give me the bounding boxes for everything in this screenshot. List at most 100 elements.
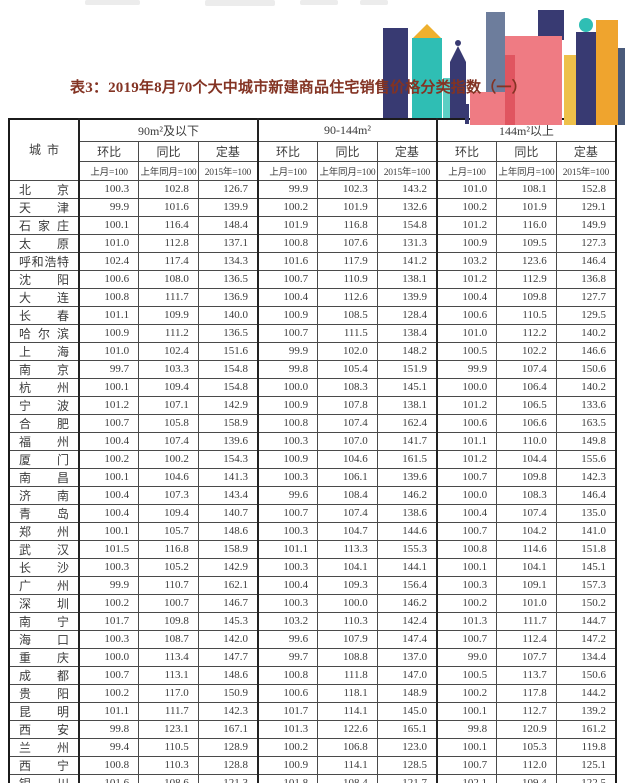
group-header-90to144: 90-144m² [257, 118, 438, 142]
index-value: 100.0 [78, 647, 140, 667]
index-value: 101.7 [78, 611, 140, 631]
index-value: 100.1 [78, 467, 140, 487]
table-row: 宁波 101.2 107.1 142.9 100.9 107.8 138.1 1… [8, 395, 617, 415]
index-value: 101.2 [436, 395, 498, 415]
index-value: 146.4 [555, 485, 617, 505]
index-value: 100.4 [257, 575, 319, 595]
index-value: 113.3 [317, 539, 378, 559]
table-row: 呼和浩特 102.4 117.4 134.3 101.6 117.9 141.2… [8, 251, 617, 271]
index-value: 136.5 [197, 323, 259, 343]
index-value: 104.7 [317, 521, 378, 541]
index-value: 100.2 [257, 197, 319, 217]
index-value: 126.7 [197, 179, 259, 199]
index-value: 136.9 [197, 287, 259, 307]
index-value: 101.9 [496, 197, 557, 217]
index-value: 107.4 [496, 359, 557, 379]
index-value: 158.9 [197, 539, 259, 559]
city-name: 武汉 [8, 539, 80, 559]
base-header-2015: 2015年=100 [555, 160, 617, 181]
index-value: 107.3 [138, 485, 199, 505]
index-value: 101.3 [257, 719, 319, 739]
index-value: 101.1 [257, 539, 319, 559]
city-name: 上海 [8, 341, 80, 361]
index-value: 104.1 [317, 557, 378, 577]
index-value: 110.7 [138, 575, 199, 595]
index-value: 148.9 [376, 683, 438, 703]
city-name: 哈尔滨 [8, 323, 80, 343]
index-value: 135.0 [555, 503, 617, 523]
index-value: 109.3 [317, 575, 378, 595]
index-value: 148.6 [197, 665, 259, 685]
tower-spire-icon [450, 46, 466, 62]
index-value: 154.8 [197, 359, 259, 379]
city-name: 杭州 [8, 377, 80, 397]
index-value: 101.1 [436, 431, 498, 451]
top-smudge [85, 0, 140, 5]
index-value: 144.7 [555, 611, 617, 631]
index-value: 100.1 [436, 557, 498, 577]
index-value: 111.8 [317, 665, 378, 685]
index-value: 139.2 [555, 701, 617, 721]
index-value: 112.0 [496, 755, 557, 775]
table-row: 深圳 100.2 100.7 146.7 100.3 100.0 146.2 1… [8, 593, 617, 613]
city-name: 昆明 [8, 701, 80, 721]
table-row: 成都 100.7 113.1 148.6 100.8 111.8 147.0 1… [8, 665, 617, 685]
index-value: 101.2 [436, 215, 498, 235]
index-value: 146.6 [555, 341, 617, 361]
index-value: 149.8 [555, 431, 617, 451]
index-value: 107.0 [317, 431, 378, 451]
index-value: 109.9 [138, 305, 199, 325]
index-value: 108.7 [138, 629, 199, 649]
index-value: 99.9 [257, 341, 319, 361]
index-value: 102.0 [317, 341, 378, 361]
index-value: 106.5 [496, 395, 557, 415]
table-row: 银川 101.6 108.6 121.3 101.8 108.4 121.7 1… [8, 773, 617, 783]
index-value: 100.0 [436, 377, 498, 397]
index-value: 100.5 [436, 665, 498, 685]
top-smudge [360, 0, 388, 5]
index-value: 152.8 [555, 179, 617, 199]
index-value: 114.1 [317, 701, 378, 721]
index-value: 138.1 [376, 395, 438, 415]
index-value: 100.9 [78, 323, 140, 343]
index-value: 111.7 [138, 287, 199, 307]
group-header-under90: 90m²及以下 [78, 118, 259, 142]
city-name: 济南 [8, 485, 80, 505]
index-value: 100.2 [257, 737, 319, 757]
city-name: 合肥 [8, 413, 80, 433]
metric-header-yoy: 同比 [496, 140, 557, 162]
index-value: 100.3 [257, 593, 319, 613]
metric-header-mom: 环比 [78, 140, 140, 162]
index-value: 112.8 [138, 233, 199, 253]
index-value: 102.3 [317, 179, 378, 199]
index-value: 145.3 [197, 611, 259, 631]
index-value: 101.5 [78, 539, 140, 559]
index-value: 117.8 [496, 683, 557, 703]
index-value: 161.5 [376, 449, 438, 469]
index-value: 147.4 [376, 629, 438, 649]
index-value: 109.1 [496, 575, 557, 595]
index-value: 106.8 [317, 737, 378, 757]
index-value: 109.4 [138, 377, 199, 397]
city-name: 西安 [8, 719, 80, 739]
index-value: 101.2 [436, 269, 498, 289]
index-value: 150.6 [555, 359, 617, 379]
index-value: 112.9 [496, 269, 557, 289]
index-value: 134.4 [555, 647, 617, 667]
index-value: 108.4 [317, 485, 378, 505]
index-value: 125.1 [555, 755, 617, 775]
building-yellow-icon [564, 55, 576, 125]
index-value: 111.2 [138, 323, 199, 343]
index-value: 100.7 [436, 629, 498, 649]
index-value: 145.1 [376, 377, 438, 397]
index-value: 167.1 [197, 719, 259, 739]
index-value: 99.7 [78, 359, 140, 379]
index-value: 146.4 [555, 251, 617, 271]
index-value: 109.8 [496, 467, 557, 487]
index-value: 148.6 [197, 521, 259, 541]
index-value: 101.6 [257, 251, 319, 271]
city-name: 银川 [8, 773, 80, 783]
index-value: 142.9 [197, 557, 259, 577]
index-value: 157.3 [555, 575, 617, 595]
index-value: 150.6 [555, 665, 617, 685]
